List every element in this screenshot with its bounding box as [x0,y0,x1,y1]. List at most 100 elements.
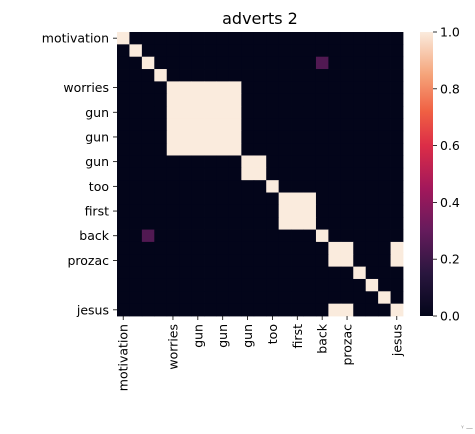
heatmap-cell [216,241,230,255]
heatmap-cell [390,155,404,169]
heatmap-cell [365,44,379,58]
heatmap-cell [378,118,391,132]
heatmap-cell [266,81,280,95]
heatmap-cell [117,118,130,132]
heatmap-cell [378,204,391,218]
heatmap-cell [253,180,267,193]
heatmap-cell [117,241,130,255]
heatmap-cell [129,278,143,292]
heatmap-cell [390,32,404,45]
heatmap-cell [266,278,280,292]
heatmap-cell [303,143,317,156]
heatmap-cell [204,155,217,169]
heatmap-cell [340,32,354,45]
heatmap-cell [365,167,379,181]
heatmap-cell [166,204,180,218]
heatmap-cell [378,241,391,255]
x-tick-label: worries [165,324,180,370]
colorbar-tick-label: 0.8 [440,81,460,96]
heatmap-cell [166,266,180,280]
heatmap-cell [179,241,192,255]
heatmap-cell [353,266,367,280]
heatmap-cell [303,254,317,268]
heatmap-cell [328,155,342,169]
heatmap-cell [154,56,168,70]
heatmap-cell [191,241,205,255]
heatmap-cell [278,278,292,292]
heatmap-cell [117,106,130,119]
heatmap-cell [315,56,329,70]
heatmap-cell [179,192,192,206]
colorbar-tick-label: 1.0 [440,25,460,40]
heatmap-cell [278,241,292,255]
heatmap-cell [166,217,180,230]
heatmap-cell [204,192,217,206]
heatmap-cell [228,155,242,169]
heatmap-cell [291,278,304,292]
heatmap-cell [129,69,143,82]
heatmap-cell [179,93,192,107]
heatmap-cell [166,254,180,268]
heatmap-cell [117,155,130,169]
heatmap-cell [129,266,143,280]
heatmap-cell [141,266,155,280]
heatmap-cell [390,130,404,144]
heatmap-cell [141,143,155,156]
heatmap-cell [166,118,180,132]
heatmap-cell [241,32,255,45]
heatmap-cell [241,130,255,144]
heatmap-cell [228,143,242,156]
heatmap-cell [241,167,255,181]
heatmap-cell [278,266,292,280]
heatmap-cell [154,32,168,45]
heatmap-cell [291,143,304,156]
heatmap-cell [179,229,192,243]
heatmap-cell [365,229,379,243]
heatmap-cell [291,44,304,58]
heatmap-cell [253,81,267,95]
heatmap-cell [315,229,329,243]
heatmap-cell [328,180,342,193]
heatmap-cell [365,69,379,82]
heatmap-cell [340,204,354,218]
heatmap-cell [315,180,329,193]
heatmap-cell [315,81,329,95]
heatmap-cell [204,56,217,70]
heatmap-cell [129,192,143,206]
heatmap-cell [291,167,304,181]
heatmap-cell [216,155,230,169]
y-tick-label: gun [85,105,109,120]
heatmap-cell [303,130,317,144]
heatmap-cell [129,204,143,218]
heatmap-cell [303,44,317,58]
heatmap-cell [241,192,255,206]
heatmap-cell [253,217,267,230]
heatmap-cell [154,155,168,169]
heatmap-cell [278,130,292,144]
heatmap-cell [204,180,217,193]
heatmap-cell [129,106,143,119]
heatmap-cell [278,106,292,119]
heatmap-cell [154,69,168,82]
heatmap-cell [278,180,292,193]
heatmap-cell [166,69,180,82]
heatmap-cell [315,167,329,181]
heatmap-cell [378,180,391,193]
heatmap-cell [291,241,304,255]
heatmap-cell [204,241,217,255]
heatmap-cell [228,217,242,230]
heatmap-cell [129,217,143,230]
heatmap-cell [129,118,143,132]
heatmap-cell [291,291,304,305]
heatmap-cell [328,192,342,206]
heatmap-cell [266,32,280,45]
heatmap-cell [228,32,242,45]
heatmap-cell [154,93,168,107]
heatmap-cell [129,56,143,70]
heatmap-cell [191,106,205,119]
heatmap-cell [390,266,404,280]
heatmap-cell [191,69,205,82]
heatmap-cell [278,254,292,268]
heatmap-cell [166,130,180,144]
